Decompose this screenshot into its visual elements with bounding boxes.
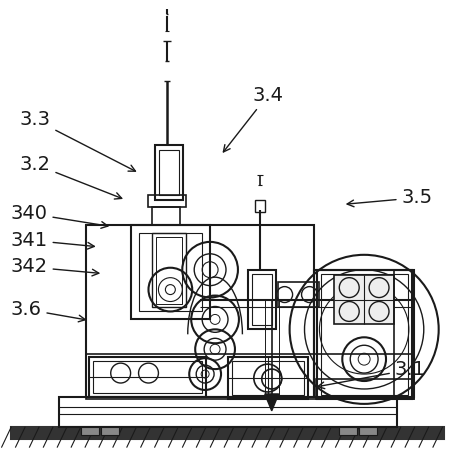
Bar (152, 233, 186, 308)
Bar (86, 225, 314, 397)
Bar (131, 225, 210, 319)
Bar (139, 233, 202, 312)
Bar (394, 270, 414, 399)
Text: 3.4: 3.4 (223, 86, 283, 152)
Bar (86, 354, 414, 399)
Text: 3.6: 3.6 (10, 300, 86, 322)
Bar (152, 207, 180, 225)
Text: 342: 342 (10, 257, 99, 277)
Bar (316, 379, 412, 399)
Text: 341: 341 (10, 231, 94, 250)
Bar (278, 282, 319, 308)
Bar (89, 357, 206, 397)
Bar (156, 145, 183, 200)
Text: 3.3: 3.3 (20, 110, 136, 171)
Bar (93, 361, 202, 393)
Bar (359, 427, 377, 435)
Bar (157, 237, 182, 304)
Bar (228, 357, 308, 399)
Bar (81, 427, 99, 435)
Bar (101, 427, 119, 435)
Bar (232, 361, 303, 395)
Bar (334, 275, 394, 324)
Bar (318, 270, 412, 399)
Bar (248, 270, 276, 330)
Bar (148, 195, 186, 207)
Bar (159, 150, 179, 195)
Bar (11, 427, 444, 439)
Polygon shape (265, 394, 278, 411)
Text: 3.1: 3.1 (318, 360, 426, 389)
Bar (252, 274, 272, 326)
Text: 340: 340 (10, 204, 108, 228)
Bar (314, 270, 414, 397)
Text: 3.2: 3.2 (20, 155, 122, 199)
Text: 3.5: 3.5 (347, 188, 433, 207)
Bar (59, 397, 397, 427)
Bar (321, 274, 408, 395)
Bar (255, 200, 265, 212)
Bar (339, 427, 357, 435)
